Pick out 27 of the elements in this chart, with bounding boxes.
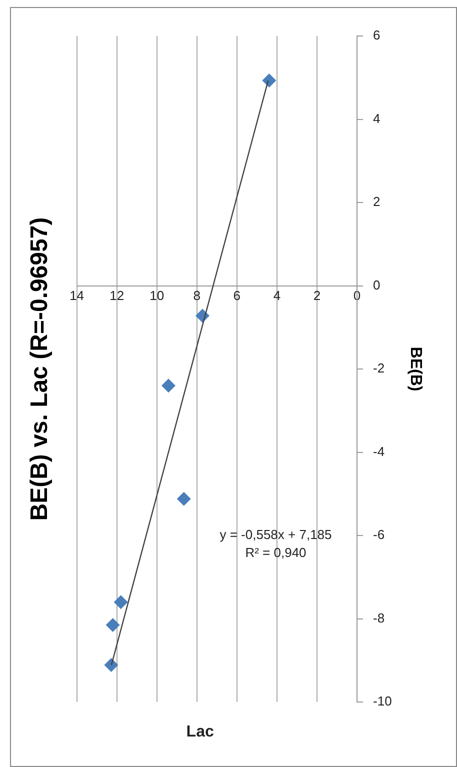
x-tick-label: 2: [313, 288, 321, 304]
y-tick-label: -2: [373, 360, 385, 376]
y-tick-label: -8: [373, 610, 385, 626]
y-axis-title: BE(B): [406, 346, 424, 392]
x-tick-label: 4: [273, 288, 281, 304]
y-tick-label: -10: [373, 694, 392, 709]
point: [262, 74, 276, 88]
y-tick-label: 0: [373, 277, 380, 292]
point: [106, 618, 120, 632]
y-tick-label: -6: [373, 527, 385, 542]
y-tick-label: 6: [373, 28, 380, 43]
point: [161, 378, 176, 393]
point: [176, 492, 191, 506]
text: BE(B) vs. Lac (R=-0.96957): [26, 217, 54, 521]
x-tick-label: 10: [150, 288, 164, 304]
annotation: y = -0,558x + 7,185: [220, 527, 332, 542]
x-tick-label: 12: [110, 288, 124, 304]
y-tick-label: 4: [373, 110, 380, 126]
point: [104, 658, 118, 672]
x-tick-label: 8: [193, 288, 201, 304]
y-tick-label: 2: [373, 194, 380, 210]
x-tick-label: 6: [233, 288, 241, 304]
annotation: R² = 0,940: [245, 545, 306, 560]
x-axis-title: Lac: [186, 723, 214, 740]
point: [114, 595, 128, 610]
x-tick-label: 14: [70, 288, 84, 304]
y-tick-label: -4: [373, 444, 385, 459]
